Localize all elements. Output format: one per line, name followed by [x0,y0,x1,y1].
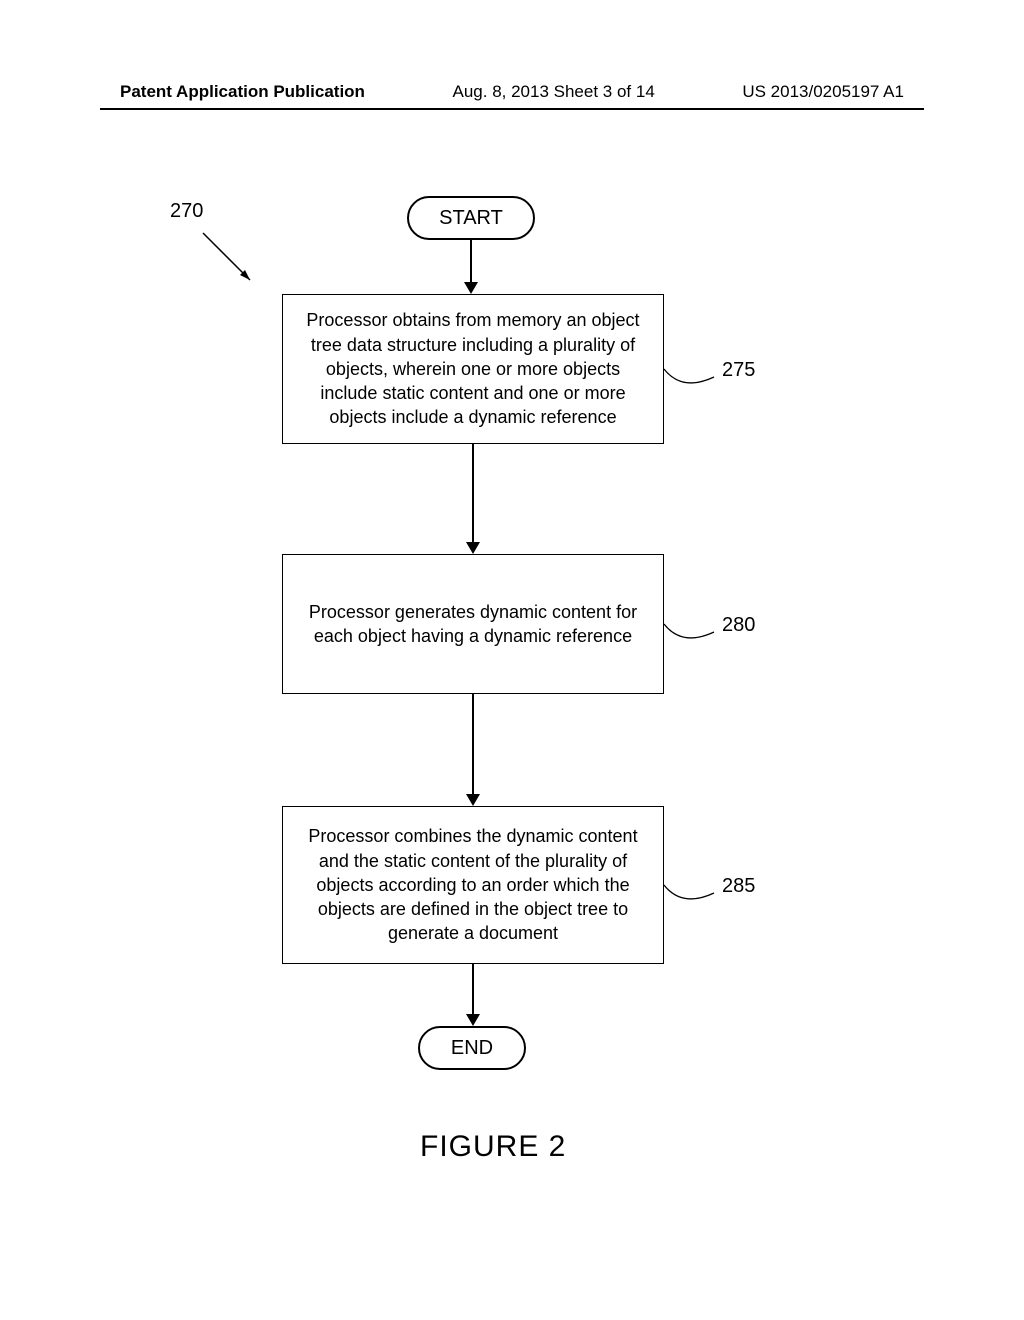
header-center: Aug. 8, 2013 Sheet 3 of 14 [453,82,655,102]
node-label: END [451,1037,493,1060]
process-p2: Processor generates dynamic content for … [282,554,664,694]
node-label: START [439,207,503,230]
edge-arrowhead [466,1014,480,1026]
ref-label-285: 285 [722,875,755,898]
edge-arrowhead [466,794,480,806]
diagram-ref-label: 270 [170,200,203,223]
header-rule [100,108,924,110]
ref-connector [662,357,722,397]
figure-caption: FIGURE 2 [420,1130,566,1164]
edge-arrowhead [464,282,478,294]
edge-line [472,964,474,1016]
header-right: US 2013/0205197 A1 [742,82,904,102]
ref-connector [662,873,722,913]
header-left: Patent Application Publication [120,82,365,102]
ref-label-280: 280 [722,614,755,637]
edge-arrowhead [466,542,480,554]
diagram-ref-arrow [195,225,275,305]
ref-connector [662,612,722,652]
edge-line [470,240,472,284]
ref-label-275: 275 [722,359,755,382]
process-p1: Processor obtains from memory an object … [282,294,664,444]
node-label: Processor generates dynamic content for … [297,600,649,649]
page-header: Patent Application Publication Aug. 8, 2… [0,82,1024,102]
start-terminator: START [407,196,535,240]
flowchart: 270 START Processor obtains from memory an… [0,180,1024,1080]
process-p3: Processor combines the dynamic content a… [282,806,664,964]
edge-line [472,444,474,544]
end-terminator: END [418,1026,526,1070]
edge-line [472,694,474,796]
node-label: Processor combines the dynamic content a… [297,824,649,945]
node-label: Processor obtains from memory an object … [297,308,649,429]
